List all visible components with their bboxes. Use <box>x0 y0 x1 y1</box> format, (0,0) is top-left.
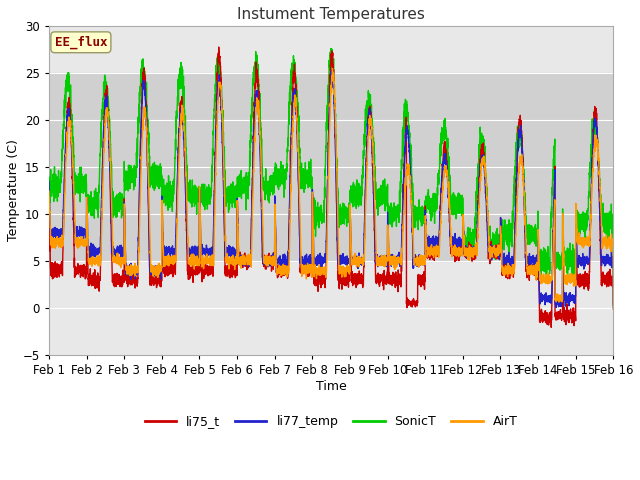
AirT <box>490 244 497 250</box>
li75_t <box>490 242 497 248</box>
SonicT <box>458 198 465 204</box>
X-axis label: Time: Time <box>316 380 346 393</box>
AirT <box>427 246 435 252</box>
Line: li77_temp: li77_temp <box>49 70 613 309</box>
Y-axis label: Temperature (C): Temperature (C) <box>7 139 20 241</box>
SonicT <box>310 205 318 211</box>
li75_t <box>458 242 465 248</box>
li77_temp <box>310 257 318 263</box>
Line: SonicT: SonicT <box>49 48 613 306</box>
Line: li75_t: li75_t <box>49 47 613 327</box>
AirT <box>147 249 154 254</box>
li77_temp <box>328 67 336 72</box>
AirT <box>458 245 465 251</box>
li77_temp <box>45 179 53 184</box>
li77_temp <box>609 306 617 312</box>
li75_t <box>310 276 318 282</box>
SonicT <box>45 183 53 189</box>
SonicT <box>427 207 435 213</box>
li77_temp <box>427 236 435 241</box>
SonicT <box>147 170 154 176</box>
Bar <box>49 73 613 261</box>
li77_temp <box>458 241 465 247</box>
li75_t <box>547 324 555 330</box>
li75_t <box>609 301 617 307</box>
li77_temp <box>147 266 154 272</box>
AirT <box>609 238 616 243</box>
li75_t <box>45 196 53 202</box>
Text: EE_flux: EE_flux <box>54 36 107 49</box>
li75_t <box>427 245 435 251</box>
SonicT <box>490 237 497 243</box>
li75_t <box>215 44 223 50</box>
AirT <box>329 66 337 72</box>
SonicT <box>609 303 617 309</box>
SonicT <box>327 46 335 51</box>
li77_temp <box>490 249 497 254</box>
SonicT <box>609 235 616 241</box>
Line: AirT: AirT <box>49 69 613 309</box>
AirT <box>45 188 53 194</box>
AirT <box>310 274 318 279</box>
Title: Instument Temperatures: Instument Temperatures <box>237 7 425 22</box>
Legend: li75_t, li77_temp, SonicT, AirT: li75_t, li77_temp, SonicT, AirT <box>140 410 522 433</box>
li75_t <box>609 277 616 283</box>
AirT <box>609 306 617 312</box>
li77_temp <box>609 257 616 263</box>
li75_t <box>147 276 154 282</box>
